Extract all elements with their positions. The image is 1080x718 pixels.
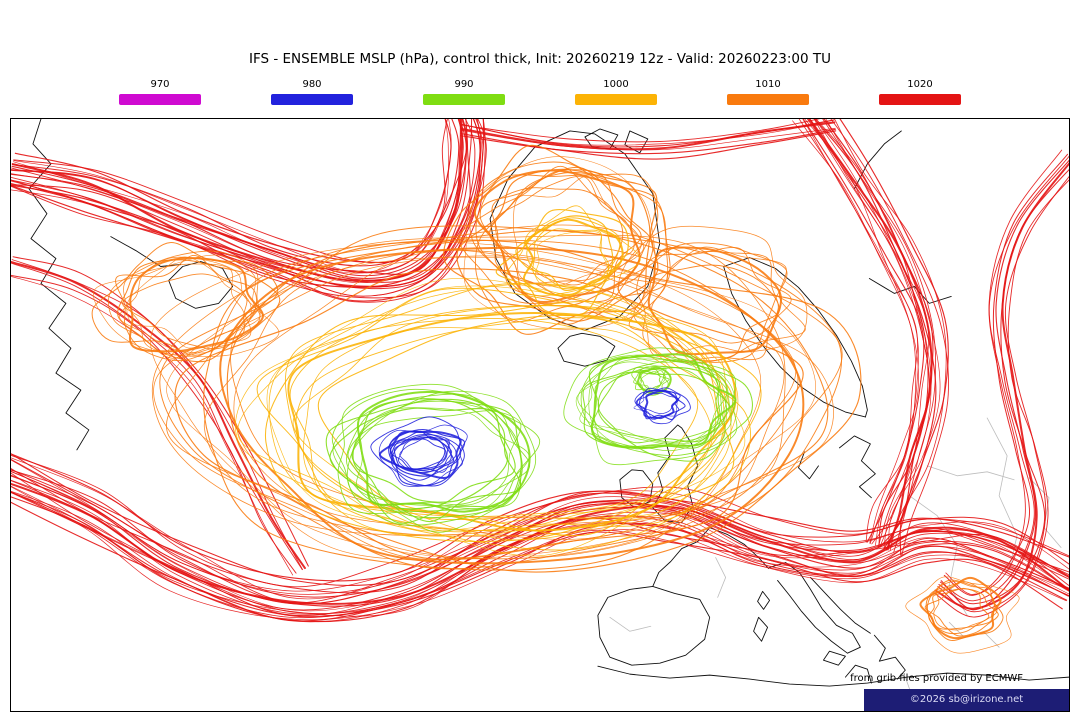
- legend-swatch: [271, 94, 353, 105]
- legend-swatch: [727, 94, 809, 105]
- weather-map: [11, 119, 1069, 710]
- legend-swatch: [423, 94, 505, 105]
- legend-item: 990: [423, 79, 505, 105]
- legend-label: 1020: [907, 79, 933, 90]
- legend-swatch: [879, 94, 961, 105]
- copyright-band: ©2026 sb@irizone.net: [864, 689, 1069, 711]
- legend-item: 980: [271, 79, 353, 105]
- legend-item: 1020: [879, 79, 961, 105]
- legend-item: 970: [119, 79, 201, 105]
- legend-label: 1010: [755, 79, 781, 90]
- pressure-legend: 970 980 990 1000 1010 1020: [0, 79, 1080, 105]
- map-frame: from grib files provided by ECMWF ©2026 …: [10, 118, 1070, 712]
- legend-swatch: [575, 94, 657, 105]
- legend-label: 1000: [603, 79, 629, 90]
- legend-label: 990: [454, 79, 474, 90]
- chart-title: IFS - ENSEMBLE MSLP (hPa), control thick…: [248, 51, 832, 67]
- copyright-text: ©2026 sb@irizone.net: [909, 694, 1024, 705]
- legend-item: 1010: [727, 79, 809, 105]
- legend-swatch: [119, 94, 201, 105]
- legend-label: 970: [150, 79, 170, 90]
- legend-label: 980: [302, 79, 322, 90]
- credit-text: from grib files provided by ECMWF: [850, 673, 1023, 684]
- legend-item: 1000: [575, 79, 657, 105]
